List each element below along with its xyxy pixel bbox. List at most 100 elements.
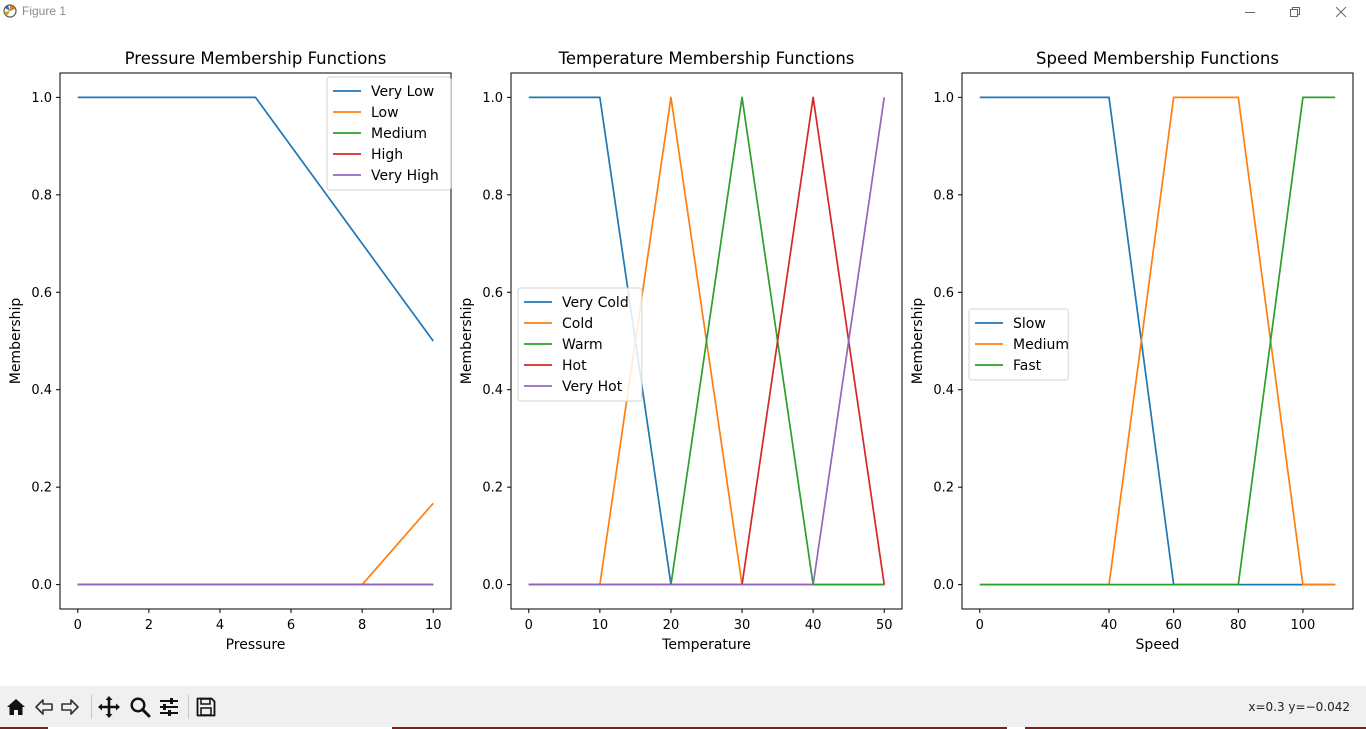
forward-button[interactable] xyxy=(57,694,83,720)
x-tick-label: 10 xyxy=(425,618,442,633)
y-tick-label: 1.0 xyxy=(933,91,954,106)
window-title: Figure 1 xyxy=(22,4,67,18)
chart-temperature-membership-functions: 0 10 20 30 40 50 0.0 0.2 0.4 0.6 0.8 1.0 Temperature… xyxy=(459,49,903,653)
y-tick-label: 0.6 xyxy=(933,286,954,301)
y-tick-label: 0.8 xyxy=(482,188,503,203)
legend-label-slow: Slow xyxy=(1013,316,1046,332)
legend-label-very-hot: Very Hot xyxy=(562,379,623,395)
series-line-very-low xyxy=(77,96,434,342)
minimize-icon xyxy=(1245,12,1255,13)
forward-icon xyxy=(61,699,79,715)
legend-label-very-cold: Very Cold xyxy=(562,295,629,311)
y-tick-label: 0.4 xyxy=(933,383,954,398)
restore-icon xyxy=(1290,7,1300,17)
bottom-edge xyxy=(0,727,1366,729)
legend-label-low: Low xyxy=(371,105,399,121)
y-tick-label: 1.0 xyxy=(482,91,503,106)
legend-label-warm: Warm xyxy=(562,337,603,353)
axes-frame xyxy=(510,72,903,610)
chart-speed-membership-functions: 0 40 60 80 100 0.0 0.2 0.4 0.6 0.8 1.0 Speed Member… xyxy=(910,49,1354,653)
legend-label-medium: Medium xyxy=(1013,337,1069,353)
y-axis-label: Membership xyxy=(910,298,926,385)
y-tick-label: 0.4 xyxy=(31,383,52,398)
x-tick-label: 40 xyxy=(805,618,822,633)
save-icon xyxy=(196,697,216,717)
configure-button[interactable] xyxy=(156,694,182,720)
x-tick-label: 8 xyxy=(358,618,366,633)
legend-box xyxy=(968,308,1069,381)
x-axis-label: Speed xyxy=(1136,637,1180,653)
legend-box xyxy=(326,76,452,191)
chart-pressure-membership-functions: 0 2 4 6 8 10 0.0 0.2 0.4 0.6 0.8 1.0 Pressure Member… xyxy=(8,49,452,653)
y-tick-label: 0.8 xyxy=(31,188,52,203)
y-axis-label: Membership xyxy=(8,298,24,385)
x-axis-label: Temperature xyxy=(661,637,751,653)
x-tick-label: 6 xyxy=(287,618,295,633)
legend: Very Low Low Medium High Very High xyxy=(326,76,452,191)
y-tick-label: 0.0 xyxy=(933,578,954,593)
legend-label-high: High xyxy=(371,147,403,163)
y-tick-label: 0.6 xyxy=(31,286,52,301)
matplotlib-icon xyxy=(3,4,17,18)
series-line-low xyxy=(77,502,434,586)
x-tick-label: 10 xyxy=(592,618,609,633)
toolbar-separator xyxy=(91,695,92,719)
pan-button[interactable] xyxy=(96,694,122,720)
y-tick-label: 0.8 xyxy=(933,188,954,203)
x-tick-label: 40 xyxy=(1101,618,1118,633)
x-tick-label: 100 xyxy=(1290,618,1315,633)
x-tick-label: 50 xyxy=(876,618,893,633)
series-line-very-hot xyxy=(528,97,886,586)
chart-title: Temperature Membership Functions xyxy=(558,49,855,68)
chart-title: Pressure Membership Functions xyxy=(125,49,387,68)
toolbar-separator xyxy=(188,695,189,719)
minimize-button[interactable] xyxy=(1227,0,1273,24)
y-axis-label: Membership xyxy=(459,298,475,385)
close-button[interactable] xyxy=(1318,0,1364,24)
x-axis-label: Pressure xyxy=(226,637,286,653)
y-tick-label: 1.0 xyxy=(31,91,52,106)
y-tick-label: 0.4 xyxy=(482,383,503,398)
back-button[interactable] xyxy=(31,694,57,720)
y-tick-label: 0.2 xyxy=(482,481,503,496)
legend: Very Cold Cold Warm Hot Very Hot xyxy=(517,287,643,402)
restore-button[interactable] xyxy=(1272,0,1318,24)
y-tick-label: 0.2 xyxy=(933,481,954,496)
save-button[interactable] xyxy=(193,694,219,720)
legend: Slow Medium Fast xyxy=(968,308,1069,381)
axes-frame xyxy=(59,72,452,610)
series-line-fast xyxy=(979,96,1336,586)
x-tick-label: 30 xyxy=(734,618,751,633)
close-icon xyxy=(1335,6,1347,18)
legend-label-very-low: Very Low xyxy=(371,84,434,100)
legend-label-medium: Medium xyxy=(371,126,427,142)
x-tick-label: 80 xyxy=(1230,618,1247,633)
x-tick-label: 60 xyxy=(1165,618,1182,633)
cursor-coordinates: x=0.3 y=−0.042 xyxy=(1248,700,1350,714)
legend-label-fast: Fast xyxy=(1013,358,1042,374)
zoom-button[interactable] xyxy=(127,694,153,720)
y-tick-label: 0.0 xyxy=(482,578,503,593)
figure-canvas[interactable]: 0 2 4 6 8 10 0.0 0.2 0.4 0.6 0.8 1.0 Pressure Member… xyxy=(0,24,1366,686)
home-button[interactable] xyxy=(3,694,29,720)
y-tick-label: 0.0 xyxy=(31,578,52,593)
y-tick-label: 0.2 xyxy=(31,481,52,496)
navigation-toolbar: x=0.3 y=−0.042 xyxy=(0,686,1366,729)
x-tick-label: 0 xyxy=(976,618,984,633)
back-icon xyxy=(35,699,53,715)
legend-label-cold: Cold xyxy=(562,316,593,332)
x-tick-label: 0 xyxy=(74,618,82,633)
legend-box xyxy=(517,287,643,402)
legend-label-hot: Hot xyxy=(562,358,587,374)
x-tick-label: 20 xyxy=(663,618,680,633)
pan-icon xyxy=(98,696,120,718)
chart-title: Speed Membership Functions xyxy=(1036,49,1279,68)
y-tick-label: 0.6 xyxy=(482,286,503,301)
legend-label-very-high: Very High xyxy=(371,168,439,184)
zoom-icon xyxy=(130,697,151,718)
configure-icon xyxy=(160,698,178,716)
home-icon xyxy=(7,699,25,715)
x-tick-label: 0 xyxy=(525,618,533,633)
x-tick-label: 2 xyxy=(145,618,153,633)
title-bar: Figure 1 xyxy=(0,0,1366,24)
